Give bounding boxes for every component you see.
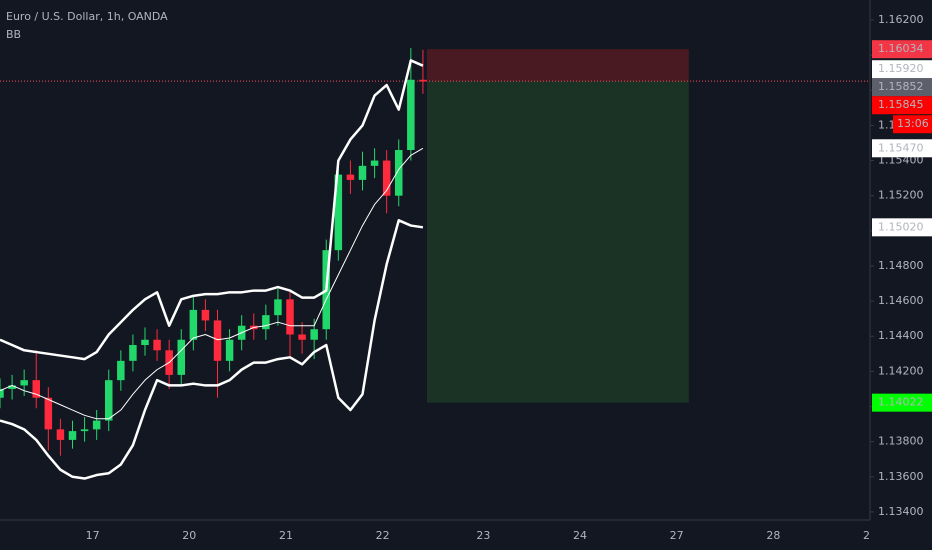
chart-title: Euro / U.S. Dollar, 1h, OANDA <box>6 10 168 23</box>
countdown-bg <box>893 115 932 134</box>
price-label-bg <box>872 60 932 79</box>
bollinger-band <box>0 147 424 420</box>
y-tick-label: 1.14800 <box>878 259 924 272</box>
bollinger-band <box>0 219 424 480</box>
candle-body <box>20 380 28 386</box>
candle-body <box>117 360 125 381</box>
price-label-bg <box>872 218 932 237</box>
candle-body <box>141 339 149 346</box>
x-tick-label: 22 <box>376 529 390 542</box>
y-tick-label: 1.13800 <box>878 435 924 448</box>
candle-body <box>370 160 379 166</box>
price-label-bg <box>872 96 932 115</box>
price-label-bg <box>872 139 932 158</box>
indicator-label: BB <box>6 28 21 41</box>
x-tick-label: 17 <box>86 529 100 542</box>
x-tick-label: 21 <box>279 529 293 542</box>
candle-body <box>358 165 367 180</box>
y-tick-label: 1.13600 <box>878 470 924 483</box>
stop-zone <box>426 49 689 82</box>
candle-body <box>201 309 210 321</box>
x-tick-label: 24 <box>573 529 587 542</box>
candle-body <box>274 299 282 316</box>
candle-body <box>153 339 161 351</box>
candle-body <box>56 429 65 440</box>
plot-area <box>0 48 870 480</box>
y-tick-label: 1.15200 <box>878 189 924 202</box>
candle-body <box>92 420 101 430</box>
candle-body <box>8 385 16 389</box>
price-label: 1.15470 <box>878 141 924 154</box>
candle-body <box>0 388 4 398</box>
countdown-label: 13:06 <box>897 117 929 130</box>
candle-body <box>298 334 306 340</box>
candle-body <box>189 309 198 340</box>
candle-body <box>80 429 89 432</box>
candle-body <box>129 345 137 361</box>
y-tick-label: 1.14400 <box>878 329 924 342</box>
candle-body <box>334 174 343 251</box>
price-label: 1.14022 <box>878 396 924 409</box>
candle-body <box>419 79 427 82</box>
candle-body <box>32 380 40 398</box>
candle-body <box>225 339 234 361</box>
price-label: 1.15020 <box>878 220 924 233</box>
candle-body <box>395 150 403 196</box>
x-tick-label: 28 <box>766 529 780 542</box>
candle-body <box>310 329 318 340</box>
price-label-bg <box>872 78 932 97</box>
x-tick-label: 20 <box>182 529 196 542</box>
price-label-bg <box>872 393 932 412</box>
candle-body <box>213 320 222 361</box>
candle-body <box>382 160 391 196</box>
candle-body <box>177 339 185 375</box>
price-label: 1.15852 <box>878 80 924 93</box>
price-label: 1.16034 <box>878 42 924 55</box>
price-label: 1.15920 <box>878 62 924 75</box>
candle-body <box>105 380 113 421</box>
y-tick-label: 1.14600 <box>878 294 924 307</box>
y-tick-label: 1.13400 <box>878 505 924 518</box>
y-tick-label: 1.14200 <box>878 364 924 377</box>
target-zone <box>426 81 689 403</box>
y-tick-label: 1.16200 <box>878 13 924 26</box>
candle-body <box>346 174 355 180</box>
candle-body <box>407 79 415 151</box>
candle-body <box>262 315 270 330</box>
x-tick-label: 27 <box>670 529 684 542</box>
candle-body <box>68 431 77 440</box>
x-tick-label: 23 <box>476 529 490 542</box>
candle-body <box>286 299 294 335</box>
price-label: 1.15845 <box>878 98 924 111</box>
price-label-bg <box>872 40 932 59</box>
bollinger-band <box>0 59 424 361</box>
candle-body <box>44 397 53 430</box>
